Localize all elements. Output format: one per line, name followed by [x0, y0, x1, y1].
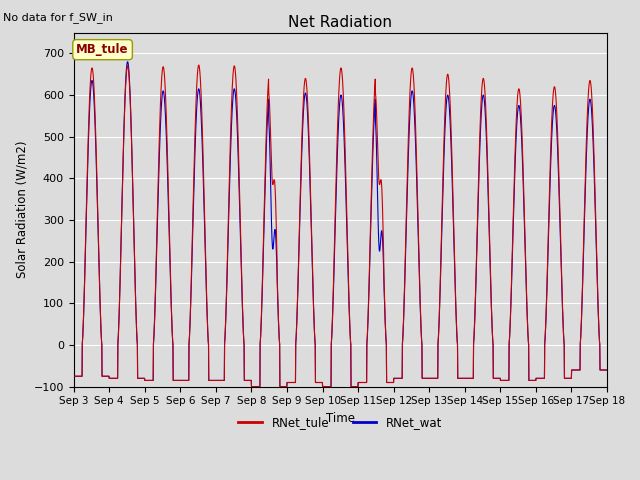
- Text: MB_tule: MB_tule: [76, 43, 129, 56]
- Text: No data for f_SW_in: No data for f_SW_in: [3, 12, 113, 23]
- Y-axis label: Solar Radiation (W/m2): Solar Radiation (W/m2): [15, 141, 28, 278]
- X-axis label: Time: Time: [326, 412, 355, 425]
- Title: Net Radiation: Net Radiation: [288, 15, 392, 30]
- Legend: RNet_tule, RNet_wat: RNet_tule, RNet_wat: [234, 411, 447, 434]
